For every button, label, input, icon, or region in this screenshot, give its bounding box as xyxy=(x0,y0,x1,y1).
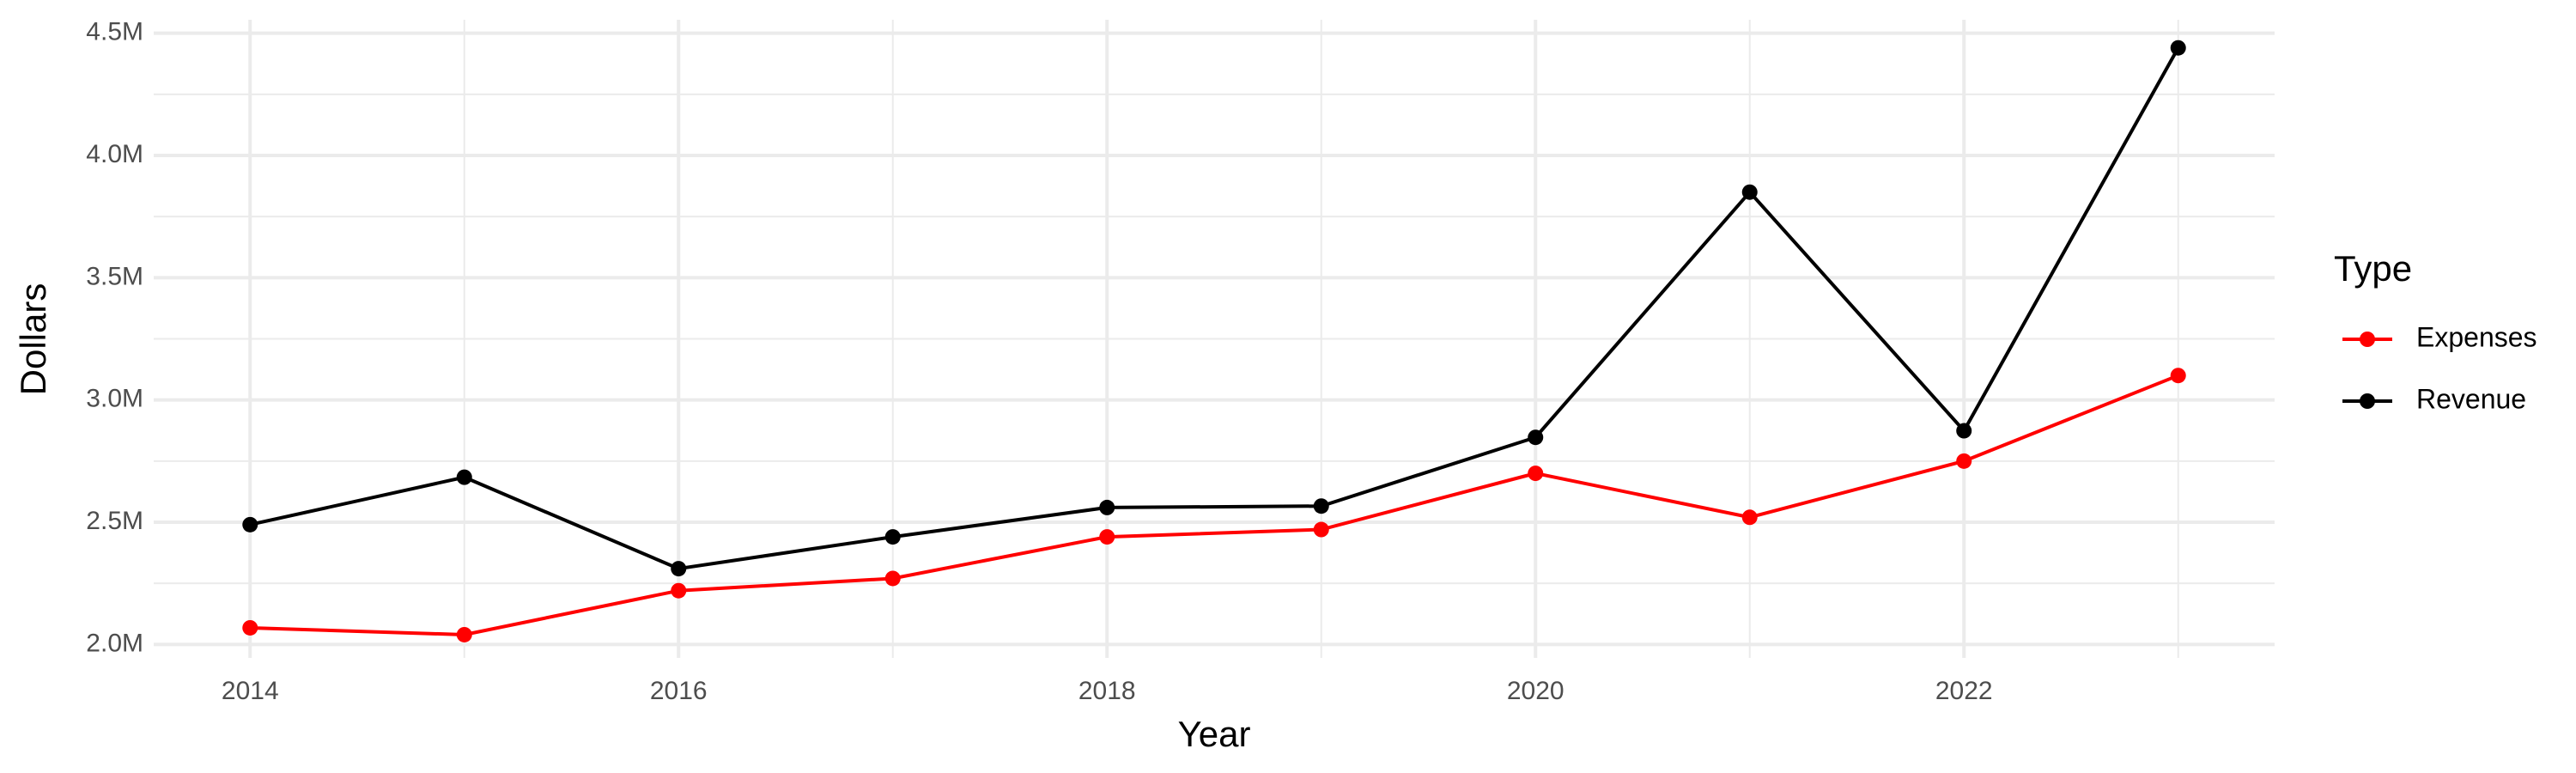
y-tick-label: 3.5M xyxy=(86,262,143,290)
data-point xyxy=(1956,453,1972,469)
x-tick-label: 2016 xyxy=(650,677,708,705)
legend-swatch-point xyxy=(2360,332,2375,347)
data-point xyxy=(2170,40,2186,56)
series-line xyxy=(249,46,2180,571)
data-point xyxy=(671,582,687,599)
x-tick-label: 2020 xyxy=(1507,677,1564,705)
legend-title: Type xyxy=(2334,248,2412,289)
series-line xyxy=(250,374,2179,636)
y-tick-label: 2.5M xyxy=(86,507,143,535)
data-point xyxy=(1099,499,1115,515)
data-point xyxy=(1313,521,1329,538)
data-point xyxy=(1741,184,1758,200)
data-point xyxy=(1528,466,1544,482)
data-point xyxy=(1313,498,1329,514)
data-point xyxy=(456,626,472,642)
data-point xyxy=(1741,509,1758,526)
data-point xyxy=(884,570,901,587)
data-point xyxy=(1528,429,1544,446)
data-point xyxy=(242,619,258,636)
data-point xyxy=(242,516,258,533)
data-point xyxy=(1956,423,1972,439)
x-tick-label: 2022 xyxy=(1935,677,1993,705)
data-point xyxy=(2170,368,2186,384)
y-tick-label: 4.5M xyxy=(86,18,143,46)
legend-swatch-point xyxy=(2360,393,2375,409)
data-point xyxy=(1099,529,1115,545)
y-tick-label: 2.0M xyxy=(86,629,143,657)
data-point xyxy=(456,469,472,485)
legend-label: Expenses xyxy=(2416,321,2537,352)
x-axis-title: Year xyxy=(1178,714,1251,754)
x-tick-label: 2018 xyxy=(1078,677,1136,705)
y-tick-label: 3.0M xyxy=(86,385,143,413)
x-tick-label: 2014 xyxy=(222,677,279,705)
y-axis-title: Dollars xyxy=(13,283,53,396)
y-tick-label: 4.0M xyxy=(86,140,143,168)
legend-label: Revenue xyxy=(2416,383,2526,414)
data-point xyxy=(671,561,687,577)
data-point xyxy=(884,529,901,545)
